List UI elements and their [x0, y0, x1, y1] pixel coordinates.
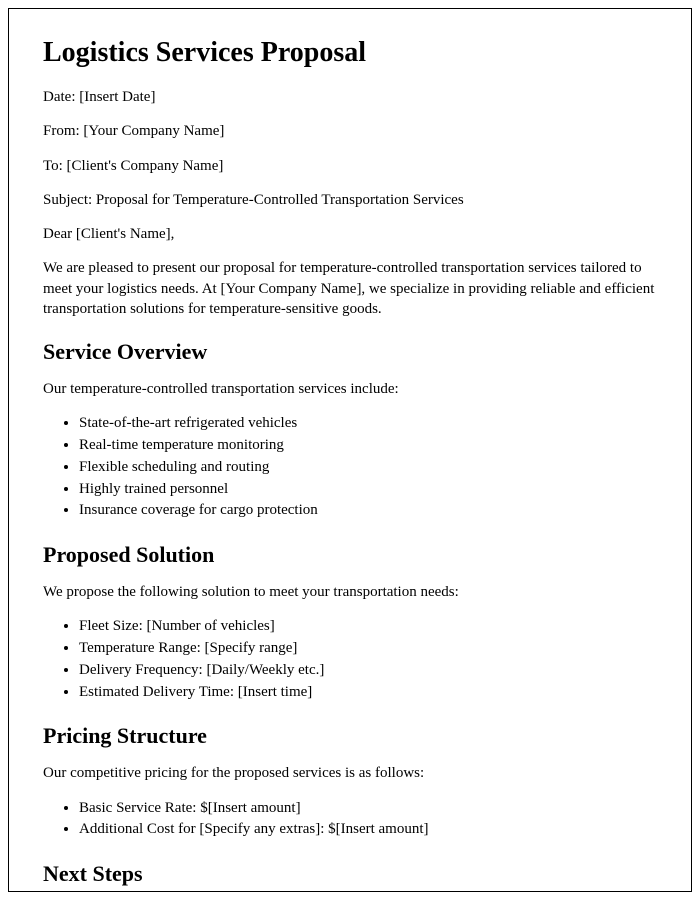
service-overview-lead: Our temperature-controlled transportatio… [43, 379, 657, 399]
pricing-structure-list: Basic Service Rate: $[Insert amount] Add… [79, 798, 657, 842]
pricing-structure-heading: Pricing Structure [43, 723, 657, 749]
meta-date: Date: [Insert Date] [43, 87, 657, 107]
list-item: Highly trained personnel [79, 479, 657, 501]
list-item: Delivery Frequency: [Daily/Weekly etc.] [79, 660, 657, 682]
document-title: Logistics Services Proposal [43, 37, 657, 69]
proposed-solution-list: Fleet Size: [Number of vehicles] Tempera… [79, 616, 657, 703]
pricing-structure-lead: Our competitive pricing for the proposed… [43, 763, 657, 783]
list-item: Fleet Size: [Number of vehicles] [79, 616, 657, 638]
meta-to: To: [Client's Company Name] [43, 156, 657, 176]
intro-paragraph: We are pleased to present our proposal f… [43, 258, 657, 319]
service-overview-list: State-of-the-art refrigerated vehicles R… [79, 413, 657, 522]
meta-from: From: [Your Company Name] [43, 121, 657, 141]
greeting: Dear [Client's Name], [43, 224, 657, 244]
list-item: Insurance coverage for cargo protection [79, 500, 657, 522]
next-steps-heading: Next Steps [43, 861, 657, 887]
proposed-solution-lead: We propose the following solution to mee… [43, 582, 657, 602]
list-item: Flexible scheduling and routing [79, 457, 657, 479]
list-item: Real-time temperature monitoring [79, 435, 657, 457]
document-page: Logistics Services Proposal Date: [Inser… [8, 8, 692, 892]
proposed-solution-heading: Proposed Solution [43, 542, 657, 568]
list-item: State-of-the-art refrigerated vehicles [79, 413, 657, 435]
list-item: Estimated Delivery Time: [Insert time] [79, 682, 657, 704]
list-item: Basic Service Rate: $[Insert amount] [79, 798, 657, 820]
service-overview-heading: Service Overview [43, 339, 657, 365]
list-item: Temperature Range: [Specify range] [79, 638, 657, 660]
list-item: Additional Cost for [Specify any extras]… [79, 819, 657, 841]
meta-subject: Subject: Proposal for Temperature-Contro… [43, 190, 657, 210]
